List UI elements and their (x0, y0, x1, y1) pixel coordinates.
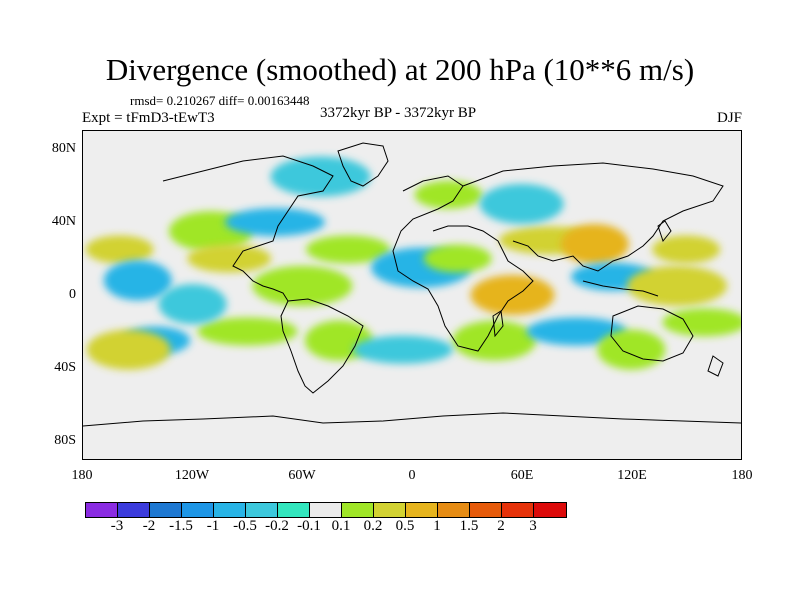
colorbar-label: 0.5 (395, 518, 415, 534)
x-tick-0: 0 (408, 468, 416, 483)
colorbar-label: -2 (142, 518, 156, 534)
coastline-europe-africa (392, 175, 534, 352)
colorbar-label: 2 (497, 518, 505, 534)
field-region (423, 244, 492, 273)
field-region (597, 329, 666, 370)
field-region (352, 335, 453, 364)
field-region (470, 275, 555, 315)
coastline-greenland (337, 142, 389, 187)
x-tick-60w: 60W (288, 468, 316, 483)
colorbar-label: 0.1 (331, 518, 351, 534)
field-region (479, 183, 564, 224)
colorbar-label: -1.5 (169, 518, 193, 534)
divergence-map (83, 131, 741, 459)
colorbar-swatch (374, 503, 406, 517)
season-label: DJF (716, 110, 742, 126)
coastline-south-america (280, 298, 364, 394)
experiment-label: Expt = tFmD3-tEwT3 (82, 110, 215, 126)
field-region (306, 235, 391, 264)
colorbar-swatch (470, 503, 502, 517)
colorbar (85, 502, 567, 518)
period-label: 3372kyr BP - 3372kyr BP (320, 105, 477, 121)
colorbar-label: -0.5 (233, 518, 257, 534)
colorbar-label: 1.5 (459, 518, 479, 534)
colorbar-swatch (246, 503, 278, 517)
colorbar-swatch (118, 503, 150, 517)
field-region (252, 265, 353, 306)
colorbar-swatch (182, 503, 214, 517)
field-region (197, 317, 298, 346)
colorbar-swatch (86, 503, 118, 517)
x-tick-60e: 60E (510, 468, 534, 483)
field-region (187, 244, 272, 273)
coastline-japan (657, 220, 672, 243)
colorbar-label: -3 (110, 518, 124, 534)
field-region (270, 156, 371, 197)
x-tick-120e: 120E (617, 468, 647, 483)
colorbar-label: 3 (529, 518, 537, 534)
chart-title: Divergence (smoothed) at 200 hPa (10**6 … (105, 52, 695, 87)
x-tick-180w: 180 (71, 468, 93, 483)
map-panel (82, 130, 742, 460)
field-region (224, 208, 325, 237)
x-tick-120w: 120W (174, 468, 210, 483)
colorbar-swatch (278, 503, 310, 517)
field-regions (85, 156, 741, 370)
colorbar-label: -0.2 (265, 518, 289, 534)
field-region (526, 317, 627, 346)
field-region (662, 308, 741, 337)
coastline-new-zealand (707, 355, 724, 377)
y-tick-80s: 80S (54, 433, 76, 448)
colorbar-swatch (214, 503, 246, 517)
y-tick-80n: 80N (51, 141, 76, 156)
colorbar-swatch (502, 503, 534, 517)
field-region (85, 235, 154, 264)
colorbar-swatch (342, 503, 374, 517)
x-tick-180e: 180 (731, 468, 753, 483)
stats-text: rmsd= 0.210267 diff= 0.00163448 (130, 93, 310, 108)
field-region (414, 180, 483, 209)
field-region (158, 284, 227, 325)
y-tick-0: 0 (69, 287, 76, 302)
field-region (86, 329, 171, 370)
coastline-antarctica (83, 412, 741, 427)
field-region (652, 235, 721, 264)
y-tick-40s: 40S (54, 360, 76, 375)
colorbar-swatch (406, 503, 438, 517)
coastline-asia (462, 162, 724, 272)
field-region (560, 223, 629, 264)
field-region (627, 265, 728, 306)
colorbar-swatch (150, 503, 182, 517)
coastlines (83, 142, 741, 427)
y-tick-40n: 40N (51, 214, 76, 229)
field-region (103, 260, 172, 301)
colorbar-label: 1 (433, 518, 441, 534)
coastline-indonesia (582, 280, 659, 297)
colorbar-swatch (310, 503, 342, 517)
coastline-madagascar (492, 310, 504, 338)
field-region (452, 320, 537, 361)
colorbar-swatch (438, 503, 470, 517)
colorbar-label: -0.1 (297, 518, 321, 534)
coastline-australia (610, 305, 694, 362)
colorbar-label: -1 (206, 518, 220, 534)
colorbar-swatch (534, 503, 566, 517)
colorbar-label: 0.2 (363, 518, 383, 534)
coastline-north-america (162, 155, 334, 302)
